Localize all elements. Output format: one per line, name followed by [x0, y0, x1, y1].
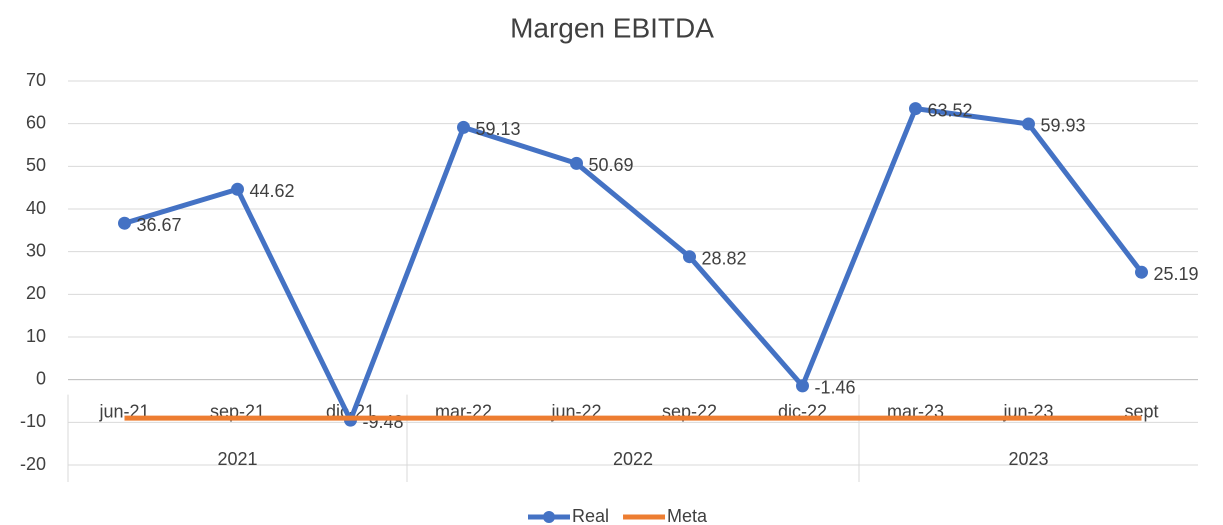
marker — [796, 379, 809, 393]
y-tick-label: -10 — [20, 411, 46, 431]
data-label: 28.82 — [702, 248, 747, 268]
marker — [683, 250, 696, 264]
legend-label: Real — [572, 506, 609, 525]
marker — [1022, 117, 1035, 131]
group-label: 2023 — [1008, 449, 1048, 469]
y-tick-label: 40 — [26, 198, 46, 218]
y-tick-label: 50 — [26, 155, 46, 175]
y-tick-label: 70 — [26, 70, 46, 90]
group-label: 2021 — [217, 449, 257, 469]
y-tick-label: -20 — [20, 454, 46, 474]
data-label: 44.62 — [250, 181, 295, 201]
data-label: 50.69 — [589, 155, 634, 175]
chart-title: Margen EBITDA — [510, 12, 714, 43]
data-label: 59.13 — [476, 119, 521, 139]
series-line — [123, 106, 1144, 423]
group-label: 2022 — [613, 449, 653, 469]
data-label: -1.46 — [815, 378, 856, 398]
data-label: 63.52 — [928, 100, 973, 120]
marker — [118, 216, 131, 230]
legend-marker — [543, 511, 555, 523]
marker — [1135, 265, 1148, 279]
y-tick-label: 30 — [26, 240, 46, 260]
marker — [231, 182, 244, 196]
data-label: 36.67 — [137, 215, 182, 235]
y-tick-label: 20 — [26, 283, 46, 303]
y-tick-label: 0 — [36, 368, 46, 388]
marker — [457, 120, 470, 134]
marker — [570, 156, 583, 170]
legend-label: Meta — [667, 506, 708, 525]
data-label: -9.48 — [363, 412, 404, 432]
data-label: 25.19 — [1154, 264, 1199, 284]
y-tick-label: 10 — [26, 326, 46, 346]
marker — [909, 102, 922, 116]
data-label: 59.93 — [1041, 116, 1086, 136]
y-tick-label: 60 — [26, 112, 46, 132]
